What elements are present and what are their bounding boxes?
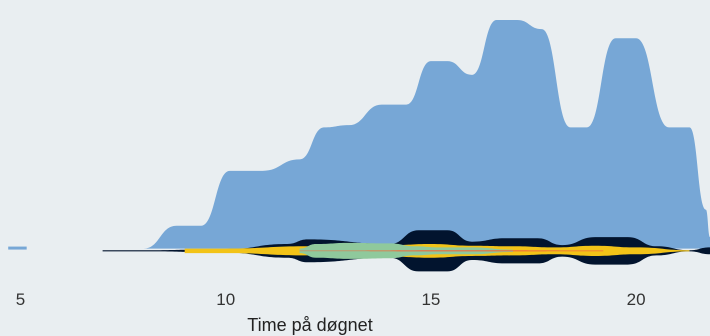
x-tick-label: 20 bbox=[627, 290, 646, 309]
x-axis-label: Time på døgnet bbox=[247, 315, 372, 335]
stream-layer-1-stub bbox=[8, 246, 27, 250]
stream-layer-5 bbox=[299, 250, 604, 252]
x-axis-ticks: 5 10 15 20 bbox=[16, 290, 646, 309]
x-tick-label: 15 bbox=[421, 290, 440, 309]
stream-layer-1 bbox=[8, 20, 710, 249]
stream-layers bbox=[8, 20, 710, 272]
x-tick-label: 5 bbox=[16, 290, 25, 309]
x-tick-label: 10 bbox=[216, 290, 235, 309]
